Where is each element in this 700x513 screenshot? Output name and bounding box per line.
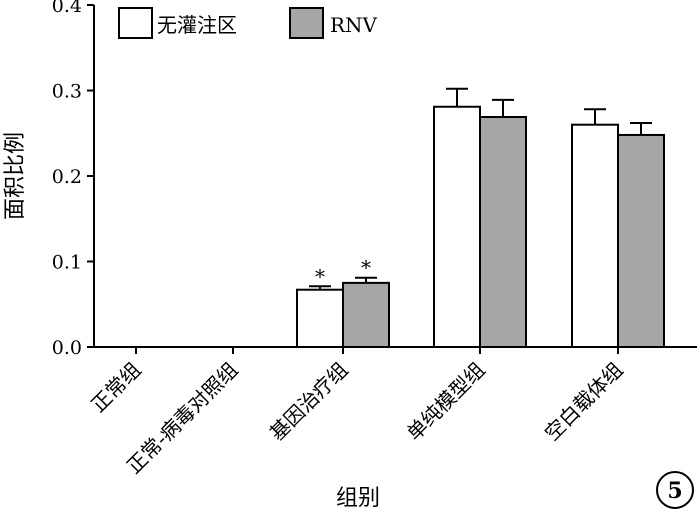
legend-swatch-no-perfusion (118, 7, 153, 39)
bar (571, 123, 619, 348)
significance-marks: * * (315, 256, 371, 289)
y-axis-title: 面积比例 (3, 132, 28, 220)
bars (296, 105, 665, 349)
y-tick-label: 0.1 (52, 252, 82, 274)
x-tick-label: 正常组 (86, 358, 145, 417)
bar (617, 133, 665, 348)
y-tick-label: 0.0 (52, 337, 82, 359)
legend-swatch-rnv (289, 7, 324, 39)
x-tick-label: 基因治疗组 (265, 358, 353, 446)
legend-label-no-perfusion: 无灌注区 (157, 13, 237, 37)
y-ticks: 0.0 0.1 0.2 0.3 0.4 (52, 0, 94, 359)
legend: 无灌注区 RNV (118, 7, 378, 39)
y-tick-label: 0.3 (52, 81, 82, 103)
significance-star: * (315, 264, 325, 288)
error-bars (309, 87, 652, 290)
bar (479, 116, 527, 348)
x-tick-label: 空白载体组 (540, 358, 628, 446)
legend-label-rnv: RNV (330, 13, 378, 37)
badge-circle (656, 471, 694, 509)
badge-number: 5 (667, 478, 682, 504)
significance-star: * (361, 256, 371, 280)
y-tick-label: 0.4 (52, 0, 82, 17)
x-tick-label: 单纯模型组 (402, 358, 490, 446)
panel-number-badge: 5 (656, 471, 694, 509)
bar (342, 281, 390, 348)
bar (296, 288, 344, 348)
bar (433, 105, 481, 349)
x-axis-title: 组别 (336, 486, 380, 511)
y-tick-label: 0.2 (52, 166, 82, 188)
